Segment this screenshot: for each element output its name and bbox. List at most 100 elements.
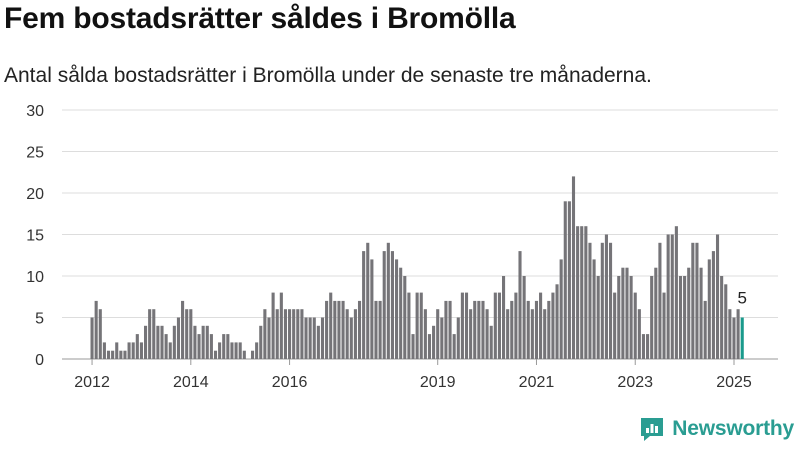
bar xyxy=(432,325,436,359)
bar xyxy=(687,267,691,359)
bar xyxy=(522,276,526,359)
bar xyxy=(399,267,403,359)
bar xyxy=(571,176,576,359)
bar xyxy=(456,317,460,359)
bar xyxy=(288,309,292,359)
bar xyxy=(724,284,728,359)
bar xyxy=(160,325,164,359)
bar xyxy=(427,334,432,359)
bar xyxy=(666,234,670,359)
bar xyxy=(341,300,345,359)
bar xyxy=(382,251,386,359)
bar xyxy=(670,234,674,359)
x-tick-label: 2025 xyxy=(716,374,752,391)
bar xyxy=(707,259,711,359)
bar xyxy=(411,334,415,359)
bar xyxy=(230,342,234,359)
bar xyxy=(629,276,633,359)
bar xyxy=(534,300,539,359)
y-tick-label: 25 xyxy=(26,145,44,162)
bar xyxy=(460,292,464,359)
bar xyxy=(275,309,279,359)
bar xyxy=(580,226,584,359)
bar xyxy=(543,309,547,359)
bar xyxy=(209,334,213,359)
bar xyxy=(641,334,646,359)
newsworthy-logo-icon xyxy=(641,418,664,441)
y-tick-label: 10 xyxy=(26,269,44,286)
bar xyxy=(131,342,135,359)
bar xyxy=(514,292,518,359)
chart-subtitle: Antal sålda bostadsrätter i Bromölla und… xyxy=(4,64,652,87)
y-tick-label: 20 xyxy=(26,186,44,203)
x-tick-label: 2021 xyxy=(519,374,555,391)
bar xyxy=(181,300,185,359)
bar xyxy=(197,334,201,359)
y-tick-label: 5 xyxy=(35,311,44,328)
bar xyxy=(267,317,271,359)
bar xyxy=(637,309,641,359)
bar xyxy=(378,300,382,359)
bar xyxy=(559,259,563,359)
bar xyxy=(695,242,699,359)
bar xyxy=(390,251,394,359)
bar xyxy=(250,350,255,359)
bar xyxy=(683,276,687,359)
bar xyxy=(567,201,571,359)
bar xyxy=(715,234,720,359)
x-tick-label: 2014 xyxy=(173,374,209,391)
chart-title: Fem bostadsrätter såldes i Bromölla xyxy=(4,2,516,35)
bar xyxy=(176,317,181,359)
bar xyxy=(592,259,596,359)
y-tick-label: 0 xyxy=(35,352,44,369)
bar xyxy=(588,242,592,359)
bar xyxy=(152,309,156,359)
bar xyxy=(497,292,501,359)
bar xyxy=(123,350,127,359)
bar xyxy=(444,300,448,359)
bar xyxy=(506,309,510,359)
bar xyxy=(699,267,703,359)
bar xyxy=(283,309,288,359)
newsworthy-logo: Newsworthy xyxy=(638,414,794,444)
bar xyxy=(448,300,452,359)
bar xyxy=(625,267,629,359)
bar xyxy=(234,342,238,359)
bar xyxy=(333,300,337,359)
bar xyxy=(193,325,197,359)
bar xyxy=(473,300,477,359)
bar xyxy=(703,300,707,359)
bar xyxy=(633,292,637,359)
bar xyxy=(308,317,312,359)
bar xyxy=(337,300,341,359)
bar xyxy=(469,309,473,359)
bar xyxy=(139,342,143,359)
bar xyxy=(226,334,230,359)
bar xyxy=(115,342,119,359)
bar xyxy=(613,292,617,359)
bar xyxy=(395,259,399,359)
bar xyxy=(481,300,485,359)
bar xyxy=(576,226,580,359)
bar xyxy=(374,300,378,359)
y-tick-label: 30 xyxy=(26,103,44,120)
bar xyxy=(436,309,440,359)
bar xyxy=(90,317,94,359)
bar xyxy=(320,317,325,359)
bar xyxy=(440,317,444,359)
bar xyxy=(386,242,390,359)
bar xyxy=(489,325,493,359)
bar xyxy=(205,325,209,359)
bar xyxy=(407,292,411,359)
bar xyxy=(711,251,715,359)
y-tick-label: 15 xyxy=(26,228,44,245)
bar xyxy=(127,342,131,359)
bar xyxy=(259,325,263,359)
bar xyxy=(728,309,732,359)
bar xyxy=(617,276,621,359)
bar xyxy=(555,284,559,359)
bar xyxy=(222,334,226,359)
bar xyxy=(242,350,246,359)
bar xyxy=(658,242,662,359)
